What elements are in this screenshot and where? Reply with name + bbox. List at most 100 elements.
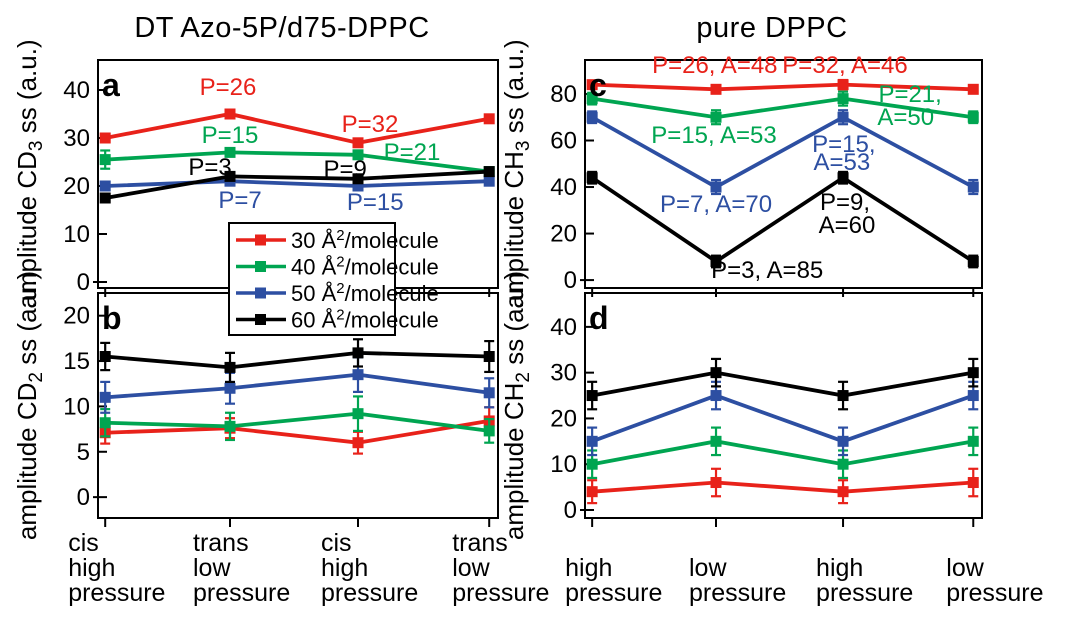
y-tick-label: 20 (63, 303, 90, 330)
data-point-marker (224, 382, 236, 394)
data-point-marker (837, 390, 849, 402)
left-chart-title: DT Azo-5P/d75-DPPC (134, 12, 430, 44)
data-point-marker (837, 79, 849, 91)
y-tick-label: 0 (77, 269, 90, 296)
x-category-label: pressure (193, 579, 290, 607)
panel-c-frame (584, 59, 983, 289)
y-tick-label: 0 (564, 267, 577, 294)
data-point-marker (967, 111, 979, 123)
y-tick-label: 20 (550, 405, 577, 432)
data-point-marker (837, 172, 849, 184)
annotation-label: P=21 (384, 139, 441, 166)
data-point-marker (586, 79, 598, 91)
data-point-marker (710, 181, 722, 193)
data-point-marker (352, 437, 364, 449)
y-tick-label: 40 (550, 174, 577, 201)
data-point-marker (99, 132, 111, 144)
annotation-label: P=7 (218, 187, 261, 214)
series-line (591, 175, 975, 264)
annotation-label: A=60 (819, 212, 876, 239)
panel-letter: a (102, 67, 120, 103)
x-category-label: low (452, 554, 490, 582)
x-category-label: low (193, 554, 231, 582)
legend-label: 50 Å2/molecule (291, 280, 439, 306)
y-tick-label: 20 (550, 221, 577, 248)
data-point-marker (352, 347, 364, 359)
data-point-marker (352, 180, 364, 192)
data-point-marker (352, 369, 364, 381)
data-point-marker (967, 477, 979, 489)
series-line (591, 393, 974, 444)
x-category-label: high (816, 554, 863, 582)
annotation-label: P=9, (820, 189, 870, 216)
annotation-label: P=9 (324, 156, 367, 183)
panel-letter: d (589, 300, 609, 336)
x-category-label: pressure (565, 579, 662, 607)
data-point-marker (586, 93, 598, 105)
y-axis-label: amplitude CH3 ss (a.u.) (499, 39, 534, 308)
data-point-marker (99, 391, 111, 403)
annotation-label: P=15 (347, 189, 404, 216)
series-line (105, 372, 490, 400)
y-tick-label: 30 (63, 125, 90, 152)
y-tick-label: 0 (564, 497, 577, 524)
data-point-marker (483, 351, 495, 363)
data-point-marker (967, 83, 979, 95)
data-point-marker (967, 255, 979, 267)
data-point-marker (99, 351, 111, 363)
data-point-marker (586, 111, 598, 123)
x-category-label: trans (452, 529, 508, 557)
data-point-marker (224, 170, 236, 182)
data-point-marker (967, 390, 979, 402)
y-tick-label: 5 (77, 439, 90, 466)
series-line (105, 419, 490, 445)
y-tick-label: 10 (63, 393, 90, 420)
x-category-label: low (689, 554, 727, 582)
series-line (591, 370, 974, 398)
data-point-marker (99, 154, 111, 166)
annotation-label: P=21, (878, 81, 941, 108)
series-line (105, 179, 490, 188)
data-point-marker (710, 111, 722, 123)
data-point-marker (352, 149, 364, 161)
data-point-marker (967, 181, 979, 193)
panel-letter: b (102, 300, 122, 336)
annotation-label: P=15, A=53 (651, 122, 776, 149)
y-tick-label: 40 (550, 314, 577, 341)
y-axis-label: amplitude CD2 ss (a.u.) (12, 271, 47, 540)
annotation-label: A=53 (813, 149, 870, 176)
panel-letter: c (589, 67, 607, 103)
data-point-marker (837, 93, 849, 105)
right-chart-title: pure DPPC (696, 12, 848, 44)
x-category-label: cis (68, 529, 99, 557)
data-point-marker (837, 111, 849, 123)
x-category-label: high (68, 554, 115, 582)
y-tick-label: 40 (63, 77, 90, 104)
legend-marker (255, 287, 266, 299)
legend-marker (255, 234, 266, 246)
data-point-marker (483, 425, 495, 437)
data-point-marker (586, 458, 598, 470)
data-point-marker (99, 180, 111, 192)
annotation-label: P=26, A=48 (652, 52, 777, 79)
annotation-label: P=32 (342, 111, 399, 138)
y-tick-label: 30 (550, 360, 577, 387)
legend-label: 30 Å2/molecule (291, 227, 439, 253)
annotation-label: P=32, A=46 (782, 52, 907, 79)
y-tick-label: 0 (77, 484, 90, 511)
series-line (591, 439, 974, 467)
data-point-marker (224, 361, 236, 373)
data-point-marker (224, 146, 236, 158)
data-point-marker (352, 173, 364, 185)
series-line (105, 150, 490, 174)
annotation-label: P=7, A=70 (660, 191, 772, 218)
data-point-marker (710, 83, 722, 95)
x-category-label: pressure (321, 579, 418, 607)
data-point-marker (710, 435, 722, 447)
x-category-label: high (321, 554, 368, 582)
series-line (104, 169, 490, 200)
y-tick-label: 20 (63, 173, 90, 200)
data-point-marker (710, 367, 722, 379)
legend-marker (255, 261, 266, 272)
